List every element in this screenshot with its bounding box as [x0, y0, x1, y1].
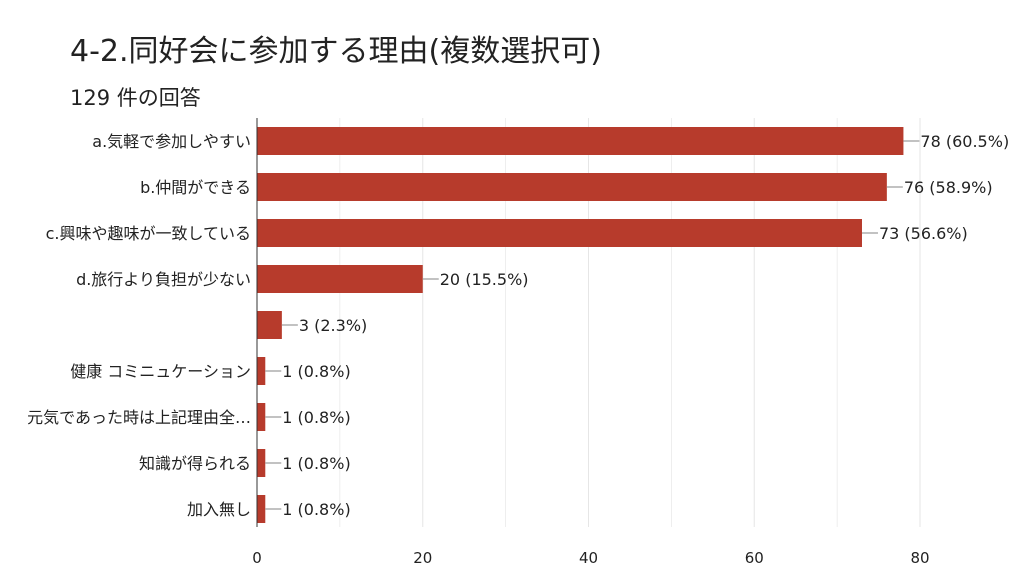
value-label: 76 (58.9%)	[904, 178, 993, 197]
value-label: 1 (0.8%)	[282, 362, 350, 381]
value-label: 3 (2.3%)	[299, 316, 367, 335]
bar	[257, 449, 266, 477]
value-label: 78 (60.5%)	[920, 132, 1009, 151]
category-label: 健康 コミニュケーション	[70, 362, 251, 381]
x-tick-label: 80	[910, 549, 929, 567]
value-label: 1 (0.8%)	[282, 408, 350, 427]
x-tick-label: 60	[745, 549, 764, 567]
category-label: a.気軽で参加しやすい	[92, 132, 251, 151]
category-label: d.旅行より負担が少ない	[76, 270, 251, 289]
bar	[257, 219, 862, 247]
bar	[257, 357, 266, 385]
category-label: 元気であった時は上記理由全…	[27, 408, 251, 427]
value-label: 1 (0.8%)	[282, 500, 350, 519]
value-label: 20 (15.5%)	[440, 270, 529, 289]
category-label: 加入無し	[187, 500, 251, 519]
x-tick-label: 40	[579, 549, 598, 567]
category-label: c.興味や趣味が一致している	[46, 224, 251, 243]
response-count: 129 件の回答	[70, 86, 201, 110]
bar	[257, 127, 904, 155]
x-tick-label: 0	[252, 549, 262, 567]
x-tick-label: 20	[413, 549, 432, 567]
value-label: 1 (0.8%)	[282, 454, 350, 473]
bar	[257, 173, 887, 201]
bar	[257, 403, 266, 431]
category-label: 知識が得られる	[139, 454, 251, 473]
category-label: b.仲間ができる	[140, 178, 251, 197]
chart-title: 4-2.同好会に参加する理由(複数選択可)	[70, 34, 602, 69]
bar	[257, 265, 423, 293]
bar	[257, 495, 266, 523]
bar	[257, 311, 282, 339]
value-label: 73 (56.6%)	[879, 224, 968, 243]
